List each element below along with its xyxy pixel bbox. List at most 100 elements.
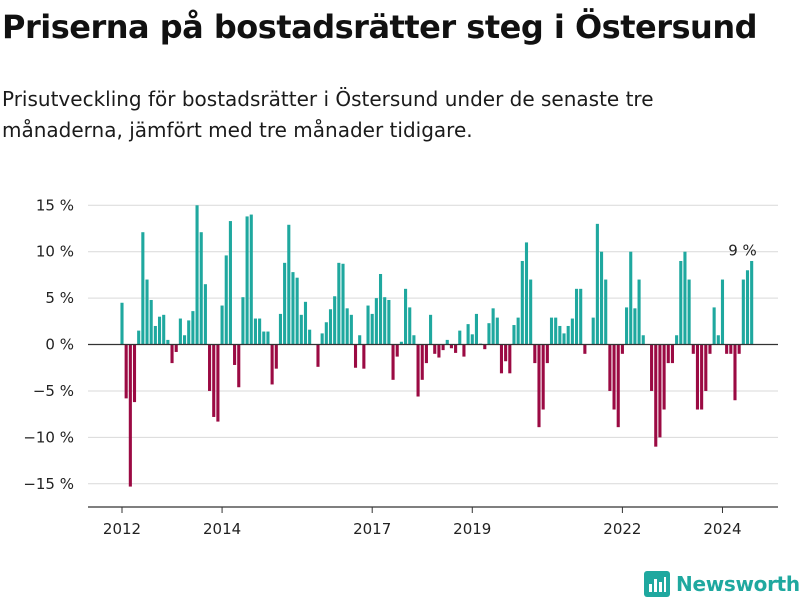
bar bbox=[679, 260, 683, 345]
bar bbox=[362, 344, 366, 369]
bar bbox=[516, 317, 520, 345]
bar bbox=[625, 307, 629, 345]
bar bbox=[712, 307, 716, 345]
bar bbox=[324, 322, 328, 345]
bar bbox=[199, 232, 203, 345]
bar bbox=[291, 272, 295, 345]
bar bbox=[670, 344, 674, 364]
bar bbox=[178, 318, 182, 345]
bar bbox=[520, 260, 524, 345]
bar bbox=[153, 325, 157, 345]
bar bbox=[249, 214, 253, 345]
y-tick-label: −15 % bbox=[23, 475, 74, 493]
bar bbox=[353, 344, 358, 368]
bar bbox=[120, 302, 124, 345]
bar bbox=[687, 279, 691, 345]
bar bbox=[287, 224, 291, 345]
bar bbox=[533, 344, 537, 364]
bar bbox=[258, 318, 262, 345]
bar bbox=[128, 344, 132, 487]
bar bbox=[729, 344, 733, 354]
bar bbox=[549, 317, 554, 345]
bar bbox=[212, 344, 216, 417]
bar bbox=[591, 317, 595, 345]
bar bbox=[366, 305, 370, 345]
bar bbox=[420, 344, 424, 380]
page-subtitle: Prisutveckling för bostadsrätter i Öster… bbox=[2, 87, 654, 142]
bar bbox=[237, 344, 241, 388]
bar bbox=[658, 344, 662, 438]
bar bbox=[233, 344, 237, 365]
bar bbox=[470, 334, 474, 345]
bar bbox=[220, 305, 224, 345]
bars bbox=[120, 205, 754, 487]
bar bbox=[183, 335, 187, 345]
page-title: Priserna på bostadsrätter steg i Östersu… bbox=[2, 8, 758, 46]
bar bbox=[262, 331, 266, 345]
bar bbox=[404, 288, 408, 345]
bar bbox=[737, 344, 741, 354]
y-tick-label: 5 % bbox=[45, 289, 74, 307]
bar bbox=[316, 344, 320, 367]
bar bbox=[299, 314, 303, 345]
bar bbox=[529, 279, 533, 345]
bar bbox=[370, 313, 374, 345]
x-tick-label: 2019 bbox=[453, 520, 491, 538]
bar bbox=[725, 344, 729, 354]
bar bbox=[745, 270, 750, 345]
bar bbox=[208, 344, 212, 391]
y-tick-label: −5 % bbox=[33, 382, 74, 400]
bar bbox=[566, 325, 570, 345]
bar bbox=[341, 263, 345, 345]
bar bbox=[504, 344, 508, 362]
bar bbox=[149, 299, 153, 345]
bar bbox=[570, 318, 574, 345]
brand-name: Newsworthy bbox=[676, 572, 800, 596]
bar bbox=[629, 251, 633, 345]
bar bbox=[270, 344, 274, 385]
y-tick-label: 0 % bbox=[45, 336, 74, 354]
y-tick-label: −10 % bbox=[23, 428, 74, 446]
bar bbox=[545, 344, 549, 364]
bar bbox=[666, 344, 670, 364]
bar bbox=[358, 335, 362, 345]
x-tick-label: 2012 bbox=[103, 520, 141, 538]
bar bbox=[466, 324, 470, 345]
bar bbox=[228, 221, 232, 345]
bar bbox=[554, 317, 558, 345]
bar bbox=[374, 298, 378, 345]
bar bbox=[562, 333, 566, 345]
bar bbox=[683, 251, 687, 345]
bar-chart-logo-icon bbox=[644, 571, 670, 597]
bar bbox=[429, 314, 433, 345]
bar bbox=[437, 344, 441, 358]
bar bbox=[445, 339, 449, 345]
bar bbox=[662, 344, 666, 410]
bar bbox=[508, 344, 512, 374]
y-tick-label: 10 % bbox=[36, 243, 74, 261]
bar bbox=[583, 344, 587, 354]
bar bbox=[320, 333, 324, 345]
bar bbox=[608, 344, 612, 391]
bar bbox=[333, 296, 337, 345]
bar bbox=[174, 344, 178, 352]
bar bbox=[191, 311, 195, 345]
y-axis-ticks: 15 % 10 % 5 % 0 % −5 % −10 % −15 % bbox=[23, 196, 74, 493]
bar bbox=[124, 344, 128, 399]
bar bbox=[203, 284, 207, 345]
bar bbox=[579, 288, 583, 345]
bar bbox=[303, 301, 308, 345]
bar bbox=[253, 318, 257, 345]
x-tick-label: 2014 bbox=[203, 520, 241, 538]
bar bbox=[378, 273, 383, 345]
x-tick-label: 2024 bbox=[703, 520, 741, 538]
bar bbox=[499, 344, 504, 374]
bar bbox=[454, 344, 458, 353]
bar bbox=[537, 344, 541, 428]
latest-value-annotation: 9 % bbox=[728, 241, 757, 259]
bar bbox=[720, 279, 725, 345]
bar bbox=[741, 279, 745, 345]
bar bbox=[224, 255, 228, 345]
bar bbox=[195, 205, 199, 345]
bar bbox=[349, 314, 353, 345]
